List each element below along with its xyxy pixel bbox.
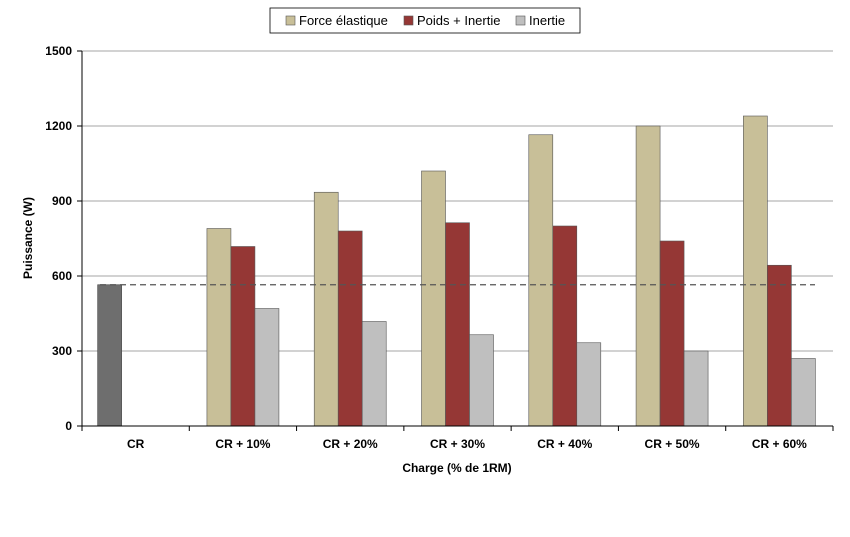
bar-cr-20-force-elastique — [313, 191, 339, 427]
y-tick-label: 0 — [65, 419, 72, 433]
legend: Force élastique Poids + Inertie Inertie — [269, 7, 581, 34]
bar-cr-30-force-elastique — [421, 170, 446, 427]
bar-cr-20-inertie — [361, 321, 387, 427]
bar-cr-40-poids-inertie — [552, 225, 578, 427]
bar-cr-baseline — [97, 284, 122, 427]
bar-cr-10-poids-inertie — [230, 246, 256, 427]
bar-cr-10-inertie — [254, 308, 280, 427]
legend-box — [269, 7, 581, 34]
y-tick-label: 900 — [52, 194, 72, 208]
bar-cr-10-force-elastique — [206, 228, 232, 427]
legend-swatch-force-elastique — [285, 15, 296, 26]
y-tick-label: 1500 — [45, 44, 72, 58]
bars — [97, 115, 816, 427]
x-axis-title: Charge (% de 1RM) — [402, 461, 511, 475]
tick-labels: 0 300 600 900 1200 1500 CR CR + 10% CR + 20% CR +… — [45, 44, 807, 451]
legend-swatch-poids-inertie — [403, 15, 414, 26]
x-tick-label: CR + 40% — [537, 437, 592, 451]
y-tick-label: 600 — [52, 269, 72, 283]
legend-label-poids-inertie: Poids + Inertie — [417, 13, 500, 28]
y-axis-title: Puissance (W) — [21, 197, 35, 279]
bar-cr-30-poids-inertie — [445, 222, 470, 427]
x-tick-label: CR — [127, 437, 145, 451]
x-tick-label: CR + 30% — [430, 437, 485, 451]
legend-label-force-elastique: Force élastique — [299, 13, 388, 28]
bar-cr-60-poids-inertie — [767, 264, 792, 427]
x-tick-label: CR + 60% — [752, 437, 807, 451]
legend-label-inertie: Inertie — [529, 13, 565, 28]
bar-cr-30-inertie — [469, 334, 494, 427]
bar-cr-50-inertie — [683, 350, 709, 427]
bar-cr-50-poids-inertie — [659, 240, 685, 427]
x-tick-label: CR + 20% — [323, 437, 378, 451]
y-tick-label: 300 — [52, 344, 72, 358]
y-tick-label: 1200 — [45, 119, 72, 133]
bar-cr-60-force-elastique — [743, 115, 768, 427]
bar-cr-60-inertie — [791, 358, 816, 427]
bar-cr-40-force-elastique — [528, 134, 554, 427]
legend-swatch-inertie — [515, 15, 526, 26]
bar-cr-50-force-elastique — [635, 125, 661, 427]
x-tick-label: CR + 10% — [215, 437, 270, 451]
axes — [77, 50, 834, 431]
bar-cr-40-inertie — [576, 342, 602, 427]
x-tick-label: CR + 50% — [645, 437, 700, 451]
bar-cr-20-poids-inertie — [337, 230, 363, 427]
